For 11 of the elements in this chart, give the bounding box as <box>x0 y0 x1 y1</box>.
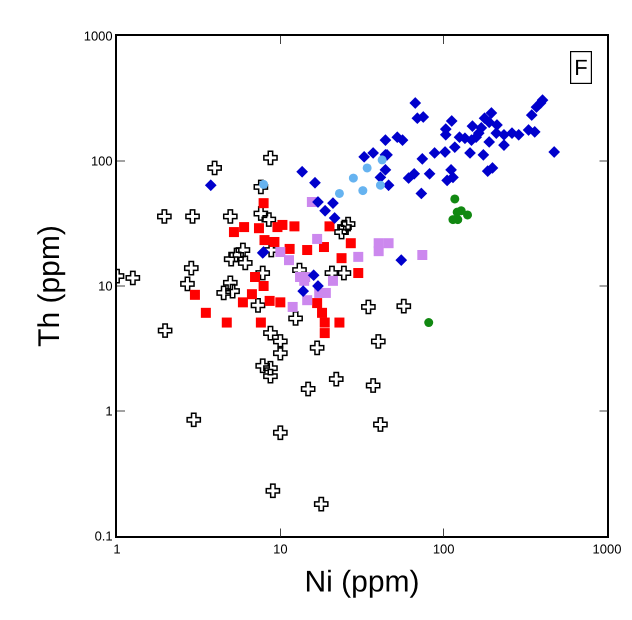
y-tick-label: 10 <box>98 278 113 294</box>
y-tick-label: 100 <box>90 154 113 169</box>
x-axis-title: Ni (ppm) <box>304 565 420 598</box>
x-tick-label: 100 <box>432 541 455 556</box>
y-tick-label: 1 <box>105 404 113 419</box>
x-tick-label: 10 <box>273 541 288 556</box>
y-tick-label: 1000 <box>84 28 113 44</box>
x-tick-label: 1000 <box>592 541 622 556</box>
y-tick-label: 0.1 <box>94 528 113 544</box>
y-axis-title: Th (ppm) <box>33 225 66 347</box>
annotation: F <box>574 55 588 80</box>
